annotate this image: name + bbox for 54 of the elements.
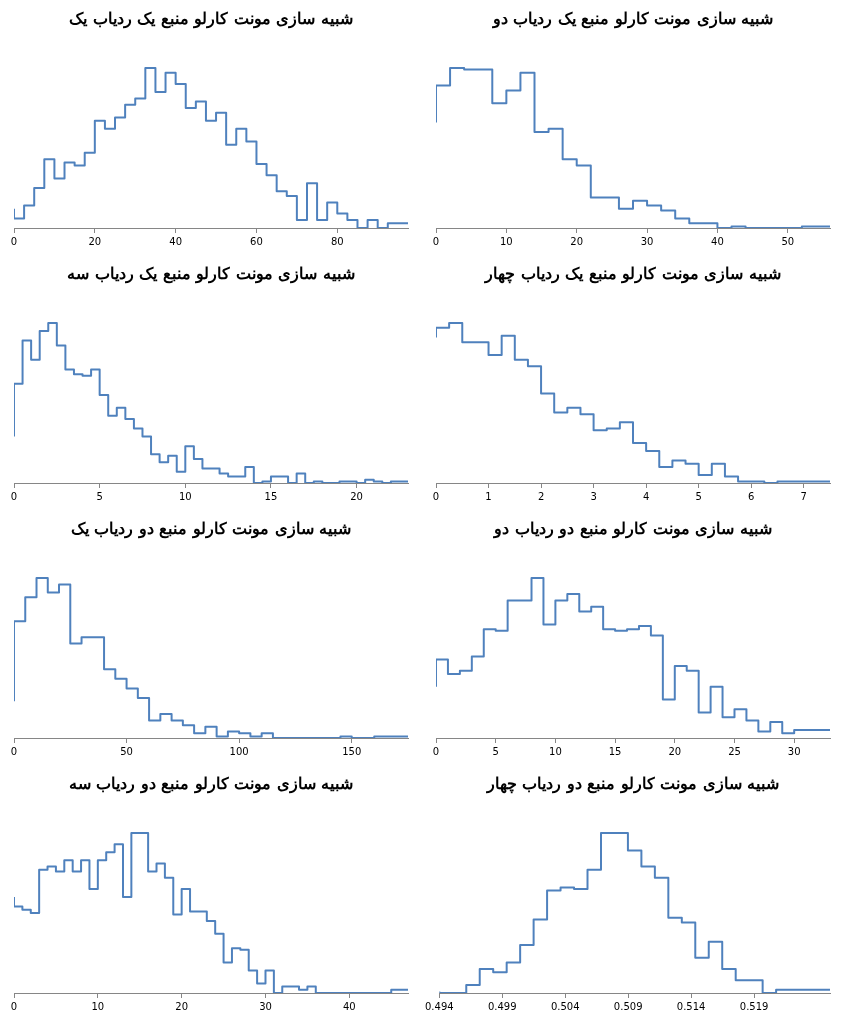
x-tick-label: 3 xyxy=(590,490,597,502)
x-tick-label: 6 xyxy=(748,490,755,502)
x-tick-label: 0.519 xyxy=(739,1000,769,1012)
x-tick-label: 150 xyxy=(342,745,362,757)
x-tick-label: 7 xyxy=(800,490,807,502)
x-tick-label: 0.499 xyxy=(487,1000,517,1012)
x-tick-label: 15 xyxy=(608,745,622,757)
x-tick-label: 15 xyxy=(264,490,278,502)
x-tick-label: 10 xyxy=(178,490,192,502)
x-tick-label: 20 xyxy=(350,490,363,502)
chart-title: شبیه سازی مونت کارلو منبع یک ردیاب چهار xyxy=(484,263,781,284)
x-tick-label: 0.494 xyxy=(424,1000,454,1012)
chart-title: شبیه سازی مونت کارلو منبع یک ردیاب دو xyxy=(491,8,774,29)
x-tick-label: 10 xyxy=(499,235,513,247)
x-tick-label: 30 xyxy=(640,235,654,247)
x-tick-label: 30 xyxy=(259,1000,272,1012)
x-tick-label: 30 xyxy=(787,745,801,757)
x-tick-label: 20 xyxy=(668,745,682,757)
x-tick-label: 4 xyxy=(642,490,650,502)
chart-title: شبیه سازی مونت کارلو منبع یک ردیاب سه xyxy=(67,263,355,284)
x-tick-label: 5 xyxy=(695,490,702,502)
x-tick-label: 0 xyxy=(10,235,18,247)
chart-title: شبیه سازی مونت کارلو منبع دو ردیاب سه xyxy=(68,773,354,794)
x-tick-label: 0.509 xyxy=(613,1000,643,1012)
x-tick-label: 25 xyxy=(728,745,741,757)
chart-title: شبیه سازی مونت کارلو منبع دو ردیاب دو xyxy=(493,518,772,539)
x-tick-label: 1 xyxy=(485,490,492,502)
x-tick-label: 0 xyxy=(432,745,440,757)
x-tick-label: 20 xyxy=(570,235,584,247)
x-tick-label: 60 xyxy=(250,235,263,247)
x-tick-label: 80 xyxy=(330,235,344,247)
chart-title: شبیه سازی مونت کارلو منبع دو ردیاب یک xyxy=(70,518,352,539)
x-tick-label: 0.504 xyxy=(550,1000,580,1012)
x-tick-label: 5 xyxy=(96,490,103,502)
x-tick-label: 50 xyxy=(120,745,133,757)
x-tick-label: 20 xyxy=(175,1000,189,1012)
x-tick-label: 20 xyxy=(88,235,102,247)
x-tick-label: 0 xyxy=(432,235,440,247)
x-tick-label: 50 xyxy=(781,235,795,247)
x-tick-label: 2 xyxy=(537,490,545,502)
x-tick-label: 5 xyxy=(492,745,499,757)
x-tick-label: 100 xyxy=(229,745,249,757)
x-tick-label: 0.514 xyxy=(676,1000,706,1012)
chart-title: شبیه سازی مونت کارلو منبع یک ردیاب یک xyxy=(69,8,353,29)
x-tick-label: 0 xyxy=(432,490,440,502)
x-tick-label: 40 xyxy=(169,235,183,247)
x-tick-label: 0 xyxy=(10,745,18,757)
x-tick-label: 10 xyxy=(549,745,562,757)
chart-title: شبیه سازی مونت کارلو منبع دو ردیاب چهار xyxy=(485,773,780,794)
x-tick-label: 0 xyxy=(10,490,18,502)
x-tick-label: 40 xyxy=(711,235,724,247)
x-tick-label: 40 xyxy=(342,1000,356,1012)
x-tick-label: 0 xyxy=(10,1000,18,1012)
x-tick-label: 10 xyxy=(91,1000,105,1012)
